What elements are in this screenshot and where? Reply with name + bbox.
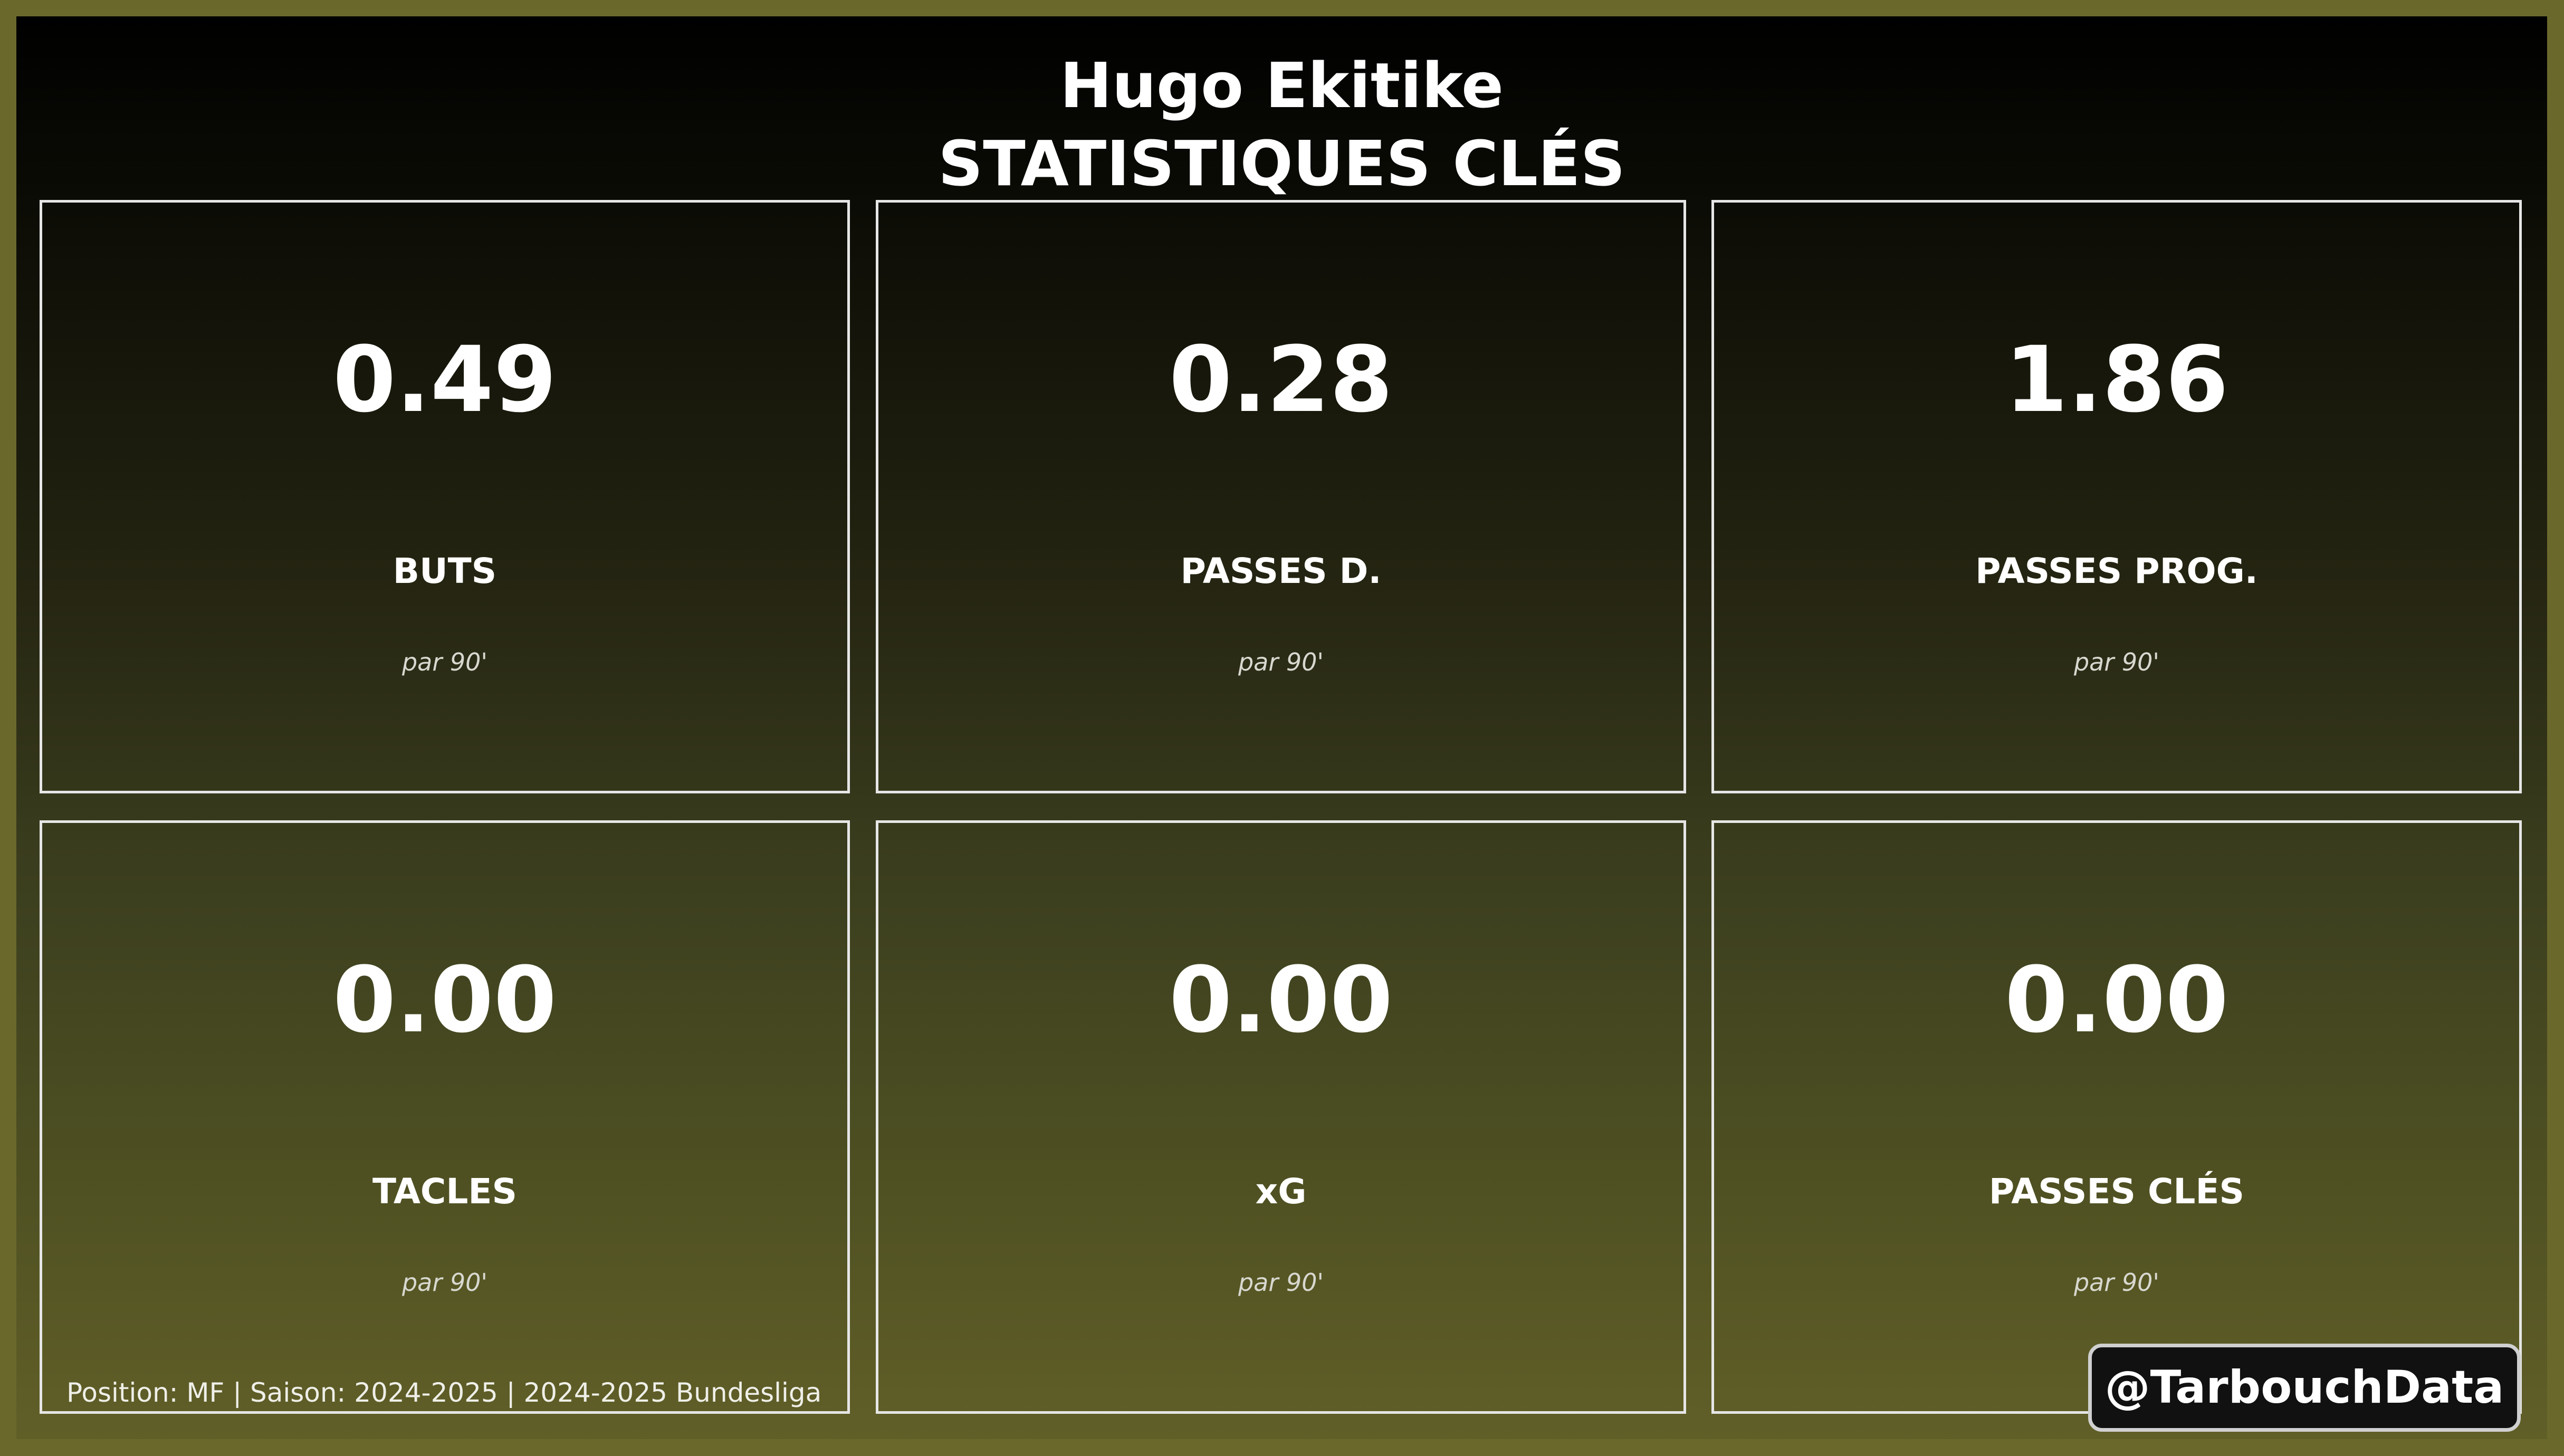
stat-card-buts: 0.49 BUTS par 90' — [40, 200, 850, 793]
stat-label: PASSES D. — [1180, 551, 1382, 591]
stat-label: TACLES — [372, 1171, 518, 1212]
page-title: STATISTIQUES CLÉS — [938, 127, 1625, 200]
player-name: Hugo Ekitike — [1059, 49, 1504, 122]
stat-value: 0.28 — [1169, 327, 1393, 433]
watermark-badge: @TarbouchData — [2088, 1344, 2521, 1432]
stat-value: 0.00 — [2004, 947, 2229, 1053]
stat-unit: par 90' — [401, 1268, 488, 1297]
stat-unit: par 90' — [1238, 1268, 1324, 1297]
footer-info: Position: MF | Saison: 2024-2025 | 2024-… — [66, 1377, 822, 1408]
stat-unit: par 90' — [401, 648, 488, 676]
stat-card-passes-prog: 1.86 PASSES PROG. par 90' — [1711, 200, 2522, 793]
stat-label: PASSES PROG. — [1975, 551, 2258, 591]
stat-unit: par 90' — [2073, 1268, 2160, 1297]
stats-panel: Hugo Ekitike STATISTIQUES CLÉS 0.49 BUTS… — [16, 16, 2547, 1439]
stat-value: 0.00 — [1169, 947, 1393, 1053]
stat-value: 0.00 — [332, 947, 557, 1053]
stat-card-passes-d: 0.28 PASSES D. par 90' — [876, 200, 1686, 793]
stat-value: 1.86 — [2004, 327, 2229, 433]
stat-card-xg: 0.00 xG par 90' — [876, 820, 1686, 1414]
stat-value: 0.49 — [332, 327, 557, 433]
stat-label: PASSES CLÉS — [1988, 1171, 2245, 1212]
stat-label: xG — [1255, 1171, 1307, 1212]
stat-unit: par 90' — [2073, 648, 2160, 676]
stat-card-passes-cles: 0.00 PASSES CLÉS par 90' — [1711, 820, 2522, 1414]
stat-label: BUTS — [393, 551, 497, 591]
stat-card-tacles: 0.00 TACLES par 90' — [40, 820, 850, 1414]
stat-unit: par 90' — [1238, 648, 1324, 676]
